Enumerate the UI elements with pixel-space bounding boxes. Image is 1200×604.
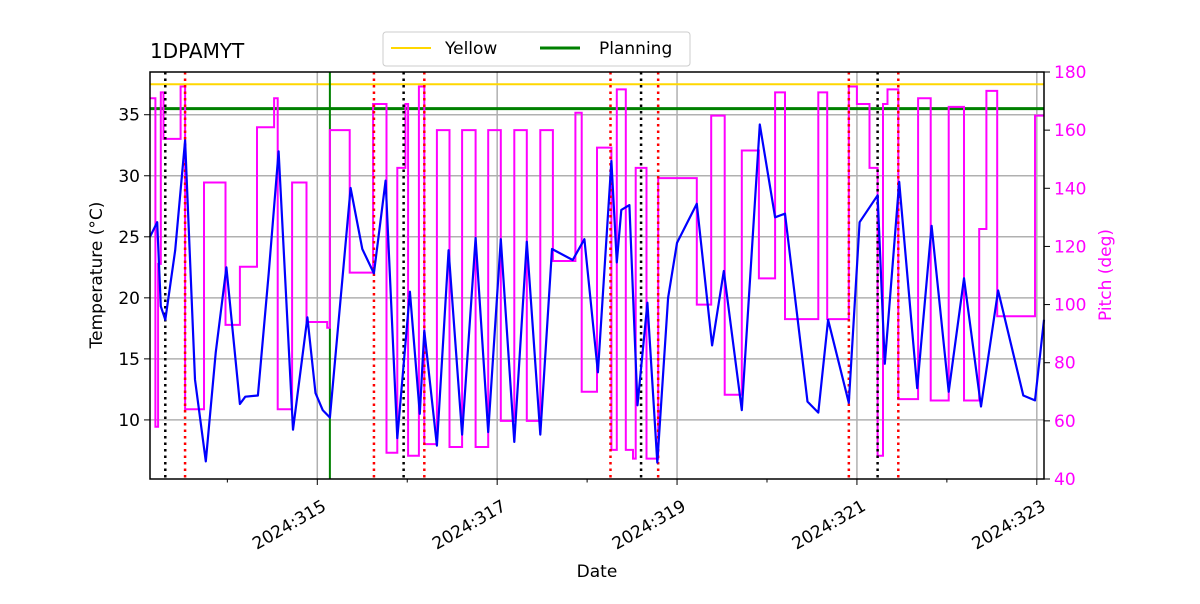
legend: Yellow Planning	[382, 31, 691, 67]
x-axis-label: Date	[577, 562, 618, 582]
y-axis-label: Temperature (°C)	[87, 202, 107, 350]
y-tick-label: 10	[118, 411, 140, 431]
y2-tick-label: 140	[1054, 179, 1086, 199]
legend-yellow-label: Yellow	[444, 39, 497, 59]
legend-planning-label: Planning	[599, 39, 672, 59]
y-tick-label: 15	[118, 350, 140, 370]
y-tick-label: 35	[118, 106, 140, 126]
y-tick-label: 30	[118, 167, 140, 187]
y2-axis-label: Pitch (deg)	[1096, 229, 1116, 321]
x-tick-label: 2024:321	[789, 496, 870, 554]
temperature-series-line	[149, 123, 1046, 464]
chart-title: 1DPAMYT	[150, 39, 245, 63]
y2-tick-label: 80	[1054, 354, 1076, 374]
x-tick-label: 2024:323	[969, 496, 1050, 554]
x-tick-label: 2024:317	[429, 496, 510, 554]
x-tick-label: 2024:319	[609, 496, 690, 554]
y2-tick-label: 120	[1054, 237, 1086, 257]
y2-tick-label: 100	[1054, 296, 1086, 316]
y2-tick-label: 60	[1054, 412, 1076, 432]
y2-tick-label: 160	[1054, 121, 1086, 141]
y2-tick-label: 180	[1054, 63, 1086, 83]
y-tick-label: 20	[118, 289, 140, 309]
y2-tick-label: 40	[1054, 470, 1076, 490]
y-tick-label: 25	[118, 228, 140, 248]
plot-area	[149, 72, 1046, 479]
plot-frame	[149, 71, 1045, 480]
legend-box	[382, 31, 691, 67]
x-tick-label: 2024:315	[249, 496, 330, 554]
